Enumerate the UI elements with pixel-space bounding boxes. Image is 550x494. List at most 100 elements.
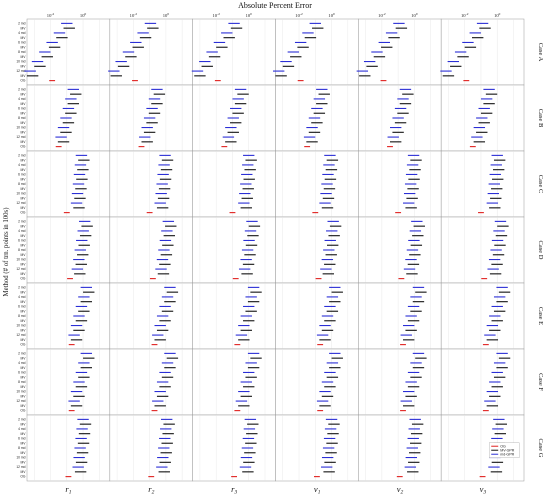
panel-frame (192, 348, 276, 416)
tick-exponent: 0 (85, 12, 87, 16)
category-label: MV (21, 375, 27, 379)
column-subscript: 3 (482, 490, 486, 494)
category-label: MV (21, 460, 27, 464)
category-label: MV (21, 102, 27, 106)
category-label: 2 md (18, 351, 25, 355)
category-label: MV (21, 300, 27, 304)
category-label: 6 md (18, 107, 25, 111)
tick-exponent: -2 (134, 12, 137, 16)
legend-label: md-GPR (500, 452, 514, 456)
tick-exponent: -2 (300, 12, 303, 16)
category-label: 10 md (16, 192, 25, 196)
category-label: OG (20, 343, 26, 347)
category-label: MV (21, 130, 27, 134)
category-label: 6 md (18, 305, 25, 309)
category-label: 8 md (18, 446, 25, 450)
category-label: 2 md (18, 153, 25, 157)
category-label: 6 md (18, 371, 25, 375)
category-label: 10 md (16, 456, 25, 460)
top-tick-label: 100 (494, 12, 501, 18)
panel-frame (440, 18, 525, 86)
legend-label: OG (500, 444, 506, 448)
legend-label: MV-GPR (500, 448, 515, 452)
panel-frame (192, 18, 276, 86)
column-subscript: 1 (69, 490, 72, 494)
case-label: Case E (537, 307, 544, 325)
panel-frame (358, 18, 442, 86)
category-label: MV (21, 356, 27, 360)
top-tick-label: 10-2 (130, 12, 138, 18)
top-tick-label: 100 (411, 12, 418, 18)
top-tick-label: 10-2 (212, 12, 220, 18)
case-label: Case B (537, 109, 544, 128)
tick-exponent: 0 (250, 12, 252, 16)
category-label: MV (21, 168, 27, 172)
category-label: MV (21, 224, 27, 228)
category-label: MV (21, 309, 27, 313)
column-subscript: 2 (401, 490, 404, 494)
panel-frame (192, 282, 276, 350)
category-label: 2 md (18, 285, 25, 289)
panel-grid: 10-2 100 10-2 100 10-2 100 10-2 100 10-2 100 10-2 1… (16, 12, 544, 494)
category-label: MV (21, 338, 27, 342)
column-subscript: 2 (152, 490, 155, 494)
panel-frame (26, 150, 111, 218)
top-tick-label: 100 (163, 12, 170, 18)
category-label: OG (20, 277, 26, 281)
chart-title: Absolute Percent Error (238, 1, 312, 10)
case-label: Case A (537, 43, 544, 62)
panel-frame (26, 348, 111, 416)
category-label: MV (21, 319, 27, 323)
category-label: 6 md (18, 41, 25, 45)
panel-frame (192, 150, 276, 218)
category-label: MV (21, 404, 27, 408)
tick-exponent: -2 (466, 12, 469, 16)
category-label: 2 md (18, 417, 25, 421)
category-label: 4 md (18, 361, 25, 365)
panel-frame (275, 414, 359, 482)
column-label: v1 (314, 484, 321, 494)
category-label: 10 md (16, 258, 25, 262)
case-label: Case G (537, 439, 544, 458)
panel-frame (358, 348, 442, 416)
column-label: v2 (397, 484, 404, 494)
top-tick-label: 10-2 (295, 12, 303, 18)
category-label: 6 md (18, 437, 25, 441)
category-label: MV (21, 26, 27, 30)
panel-frame (109, 150, 193, 218)
panel-frame (275, 282, 359, 350)
tick-exponent: 0 (167, 12, 169, 16)
category-label: OG (20, 145, 26, 149)
category-label: 10 md (16, 126, 25, 130)
category-label: MV (21, 262, 27, 266)
category-label: MV (21, 187, 27, 191)
panel-frame (109, 414, 193, 482)
category-label: MV (21, 441, 27, 445)
category-label: 4 md (18, 229, 25, 233)
category-label: 10 md (16, 60, 25, 64)
category-label: MV (21, 243, 27, 247)
panel-frame (26, 282, 111, 350)
category-label: MV (21, 451, 27, 455)
panel-frame (109, 282, 193, 350)
column-subscript: 3 (233, 490, 237, 494)
column-label: r1 (65, 484, 71, 494)
top-tick-label: 100 (80, 12, 87, 18)
top-tick-label: 10-2 (47, 12, 55, 18)
case-label: Case D (537, 241, 544, 260)
column-subscript: 1 (318, 490, 321, 494)
category-label: 12 md (16, 267, 25, 271)
panel-frame (440, 348, 525, 416)
category-label: 2 md (18, 87, 25, 91)
category-label: MV (21, 64, 27, 68)
category-label: 8 md (18, 380, 25, 384)
category-label: 12 md (16, 135, 25, 139)
category-label: 8 md (18, 182, 25, 186)
column-label: r3 (231, 484, 237, 494)
category-label: 12 md (16, 333, 25, 337)
category-label: 8 md (18, 248, 25, 252)
category-label: OG (20, 475, 26, 479)
category-label: 4 md (18, 163, 25, 167)
category-label: MV (21, 74, 27, 78)
panel-frame (440, 150, 525, 218)
